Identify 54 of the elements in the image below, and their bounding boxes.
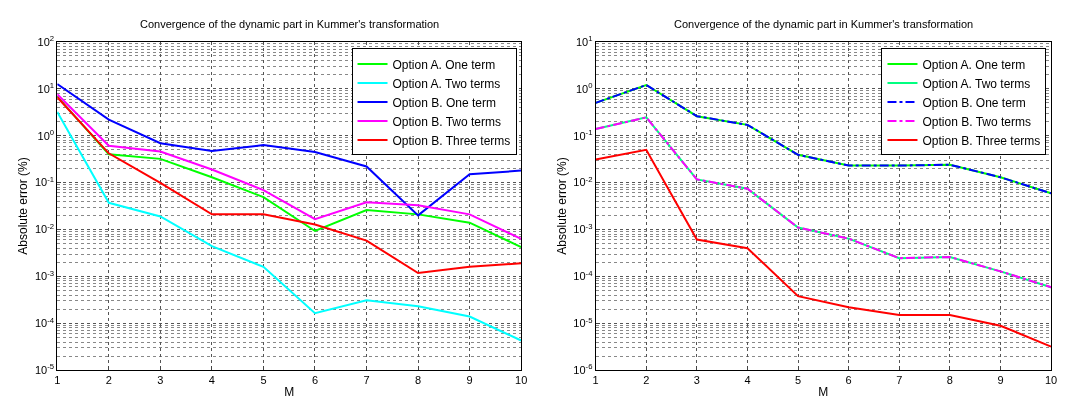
line-series [595, 148, 1052, 348]
y-tick-label: 10$^{-5}$ [34, 362, 55, 377]
chart-title: Convergence of the dynamic part in Kummer's transformation [674, 18, 974, 30]
x-tick-label: 6 [311, 374, 319, 387]
x-tick-label: 5 [260, 374, 267, 387]
legend-label: Option A. One term [922, 57, 1026, 72]
y-tick-label: 10$^{2}$ [37, 34, 55, 48]
x-tick-label: 9 [997, 374, 1004, 387]
x-tick-label: 5 [794, 374, 802, 387]
x-tick-label: 10 [1044, 374, 1058, 387]
x-tick-label: 1 [54, 374, 61, 387]
legend-label: Option B. Three terms [392, 133, 511, 148]
x-tick-label: 1 [592, 374, 599, 387]
legend-label: Option A. One term [392, 57, 496, 72]
y-tick-label: 10$^{1}$ [575, 34, 593, 48]
x-axis-title: M [284, 385, 295, 400]
x-tick-label: 2 [643, 374, 650, 387]
legend-label: Option B. One term [392, 95, 496, 110]
y-tick-label: 10$^{-2}$ [573, 174, 593, 189]
x-tick-label: 6 [845, 374, 852, 387]
x-tick-label: 3 [157, 374, 164, 387]
y-tick-label: 10$^{0}$ [575, 80, 593, 95]
y-tick-label: 10$^{-4}$ [573, 268, 594, 283]
x-tick-label: 7 [363, 374, 370, 387]
x-tick-label: 4 [744, 374, 751, 387]
x-tick-label: 10 [515, 374, 528, 387]
x-axis-title: M [818, 385, 829, 400]
y-tick-label: 10$^{-5}$ [573, 315, 593, 330]
legend-label: Option B. Two terms [922, 114, 1031, 129]
y-tick-label: 10$^{-3}$ [34, 268, 55, 283]
y-tick-label: 10$^{-6}$ [573, 362, 593, 377]
y-tick-label: 10$^{-3}$ [573, 221, 593, 236]
x-tick-label: 8 [415, 374, 422, 387]
y-tick-label: 10$^{-4}$ [34, 315, 55, 330]
legend-label: Option B. One term [922, 95, 1026, 110]
y-tick-label: 10$^{-2}$ [34, 221, 55, 236]
legend-label: Option B. Three terms [922, 133, 1041, 148]
y-tick-label: 10$^{-1}$ [573, 127, 593, 142]
line-series [57, 110, 522, 342]
x-tick-label: 9 [466, 374, 473, 387]
x-tick-label: 2 [105, 374, 112, 387]
x-tick-label: 7 [896, 374, 903, 387]
y-axis-title: Absolute error (%) [554, 157, 569, 255]
chart-title: Convergence of the dynamic part in Kummer's transformation [140, 18, 440, 30]
y-axis-title: Absolute error (%) [16, 157, 31, 255]
y-tick-label: 10$^{-1}$ [34, 174, 55, 189]
legend-label: Option B. Two terms [392, 114, 502, 129]
x-tick-label: 3 [693, 374, 700, 387]
legend-label: Option A. Two terms [922, 76, 1031, 91]
y-tick-label: 10$^{0}$ [37, 127, 55, 142]
legend-label: Option A. Two terms [392, 76, 501, 91]
x-tick-label: 4 [208, 374, 215, 387]
y-tick-label: 10$^{1}$ [37, 80, 55, 95]
x-tick-label: 8 [946, 374, 953, 387]
